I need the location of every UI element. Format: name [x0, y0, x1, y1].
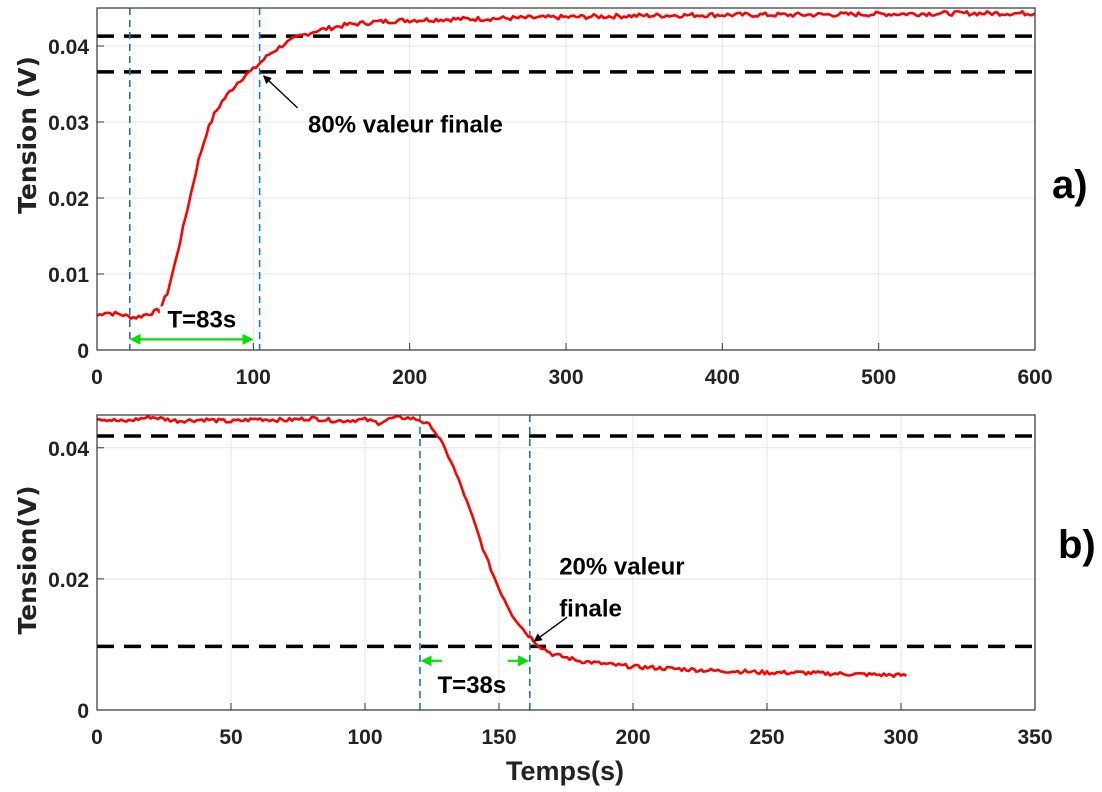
y-axis-label-a: Tension (V) [13, 56, 42, 214]
x-tick-label-a: 500 [861, 366, 896, 389]
x-tick-label-b: 0 [91, 726, 103, 749]
axes-b: 0 50 100 150 200 250 300 350 0 0.02 0.04 [48, 414, 1053, 749]
y-tick-label-a: 0.03 [48, 112, 89, 135]
x-tick-label-a: 300 [548, 366, 583, 389]
y-tick-label-b: 0.02 [48, 569, 89, 592]
annotations-b: 20% valeur finale T=38s [420, 554, 685, 699]
annotation-arrow [533, 616, 568, 642]
annotation-text: 80% valeur finale [308, 112, 503, 139]
chart-panel-b: 20% valeur finale T=38s 0 50 100 150 200 250 300… [13, 414, 1096, 786]
x-tick-label-a: 200 [392, 366, 427, 389]
y-tick-label-a: 0.01 [48, 264, 89, 287]
panel-label-b: b) [1058, 523, 1096, 567]
x-tick-label-b: 300 [883, 726, 918, 749]
x-tick-label-a: 400 [705, 366, 740, 389]
x-tick-label-a: 600 [1017, 366, 1052, 389]
chart-panel-a: 80% valeur finale T=83s 0 100 200 300 400 500 6… [13, 7, 1088, 389]
y-tick-label-a: 0.02 [48, 188, 89, 211]
voltage-series-line-a [96, 9, 1036, 321]
x-axis-label-b: Temps(s) [506, 756, 624, 786]
panel-label-a: a) [1052, 163, 1088, 207]
grid-a [96, 8, 1036, 350]
annotation-arrow [262, 75, 299, 109]
voltage-series-line-b [96, 414, 908, 679]
y-tick-label-b: 0.04 [48, 438, 89, 461]
reference-lines-b [97, 415, 1035, 710]
plot-frame-a [96, 7, 1036, 351]
x-tick-label-b: 50 [219, 726, 242, 749]
y-tick-label-b: 0 [77, 700, 89, 723]
x-tick-label-b: 350 [1017, 726, 1052, 749]
plot-frame-b [96, 414, 1036, 711]
x-tick-label-b: 250 [749, 726, 784, 749]
series-b [96, 414, 908, 679]
x-tick-label-b: 200 [615, 726, 650, 749]
x-tick-label-a: 100 [236, 366, 271, 389]
annotation-text-line1: 20% valeur [559, 554, 684, 581]
duration-label-bg [159, 306, 244, 333]
grid-b [96, 415, 1036, 710]
axes-a: 0 100 200 300 400 500 600 0 0.01 0.02 0.03 0.04 [48, 7, 1053, 389]
series-a [96, 9, 1036, 321]
x-tick-label-a: 0 [91, 366, 103, 389]
annotation-text-line2: finale [559, 596, 622, 623]
x-tick-label-b: 100 [347, 726, 382, 749]
duration-label: T=83s [167, 306, 236, 333]
y-tick-label-a: 0.04 [48, 36, 89, 59]
reference-lines-a [97, 8, 1035, 350]
duration-label: T=38s [438, 672, 507, 699]
y-tick-label-a: 0 [77, 340, 89, 363]
annotations-a: 80% valeur finale T=83s [129, 75, 503, 345]
x-tick-label-b: 150 [481, 726, 516, 749]
y-axis-label-b: Tension(V) [13, 485, 42, 634]
